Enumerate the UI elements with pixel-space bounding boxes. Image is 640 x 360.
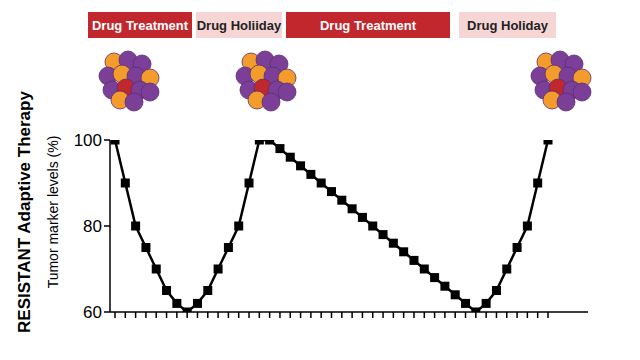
svg-text:Drug Treatment: Drug Treatment <box>320 18 417 33</box>
svg-text:80: 80 <box>83 217 102 236</box>
svg-text:60: 60 <box>83 303 102 322</box>
svg-text:Tumor marker levels (%): Tumor marker levels (%) <box>45 136 61 289</box>
svg-text:100: 100 <box>74 131 102 150</box>
svg-text:Drug Treatment: Drug Treatment <box>92 18 189 33</box>
svg-text:Drug Holiiday: Drug Holiiday <box>197 18 282 33</box>
svg-text:RESISTANT Adaptive Therapy: RESISTANT Adaptive Therapy <box>15 91 34 333</box>
svg-text:Drug Holiday: Drug Holiday <box>467 18 549 33</box>
